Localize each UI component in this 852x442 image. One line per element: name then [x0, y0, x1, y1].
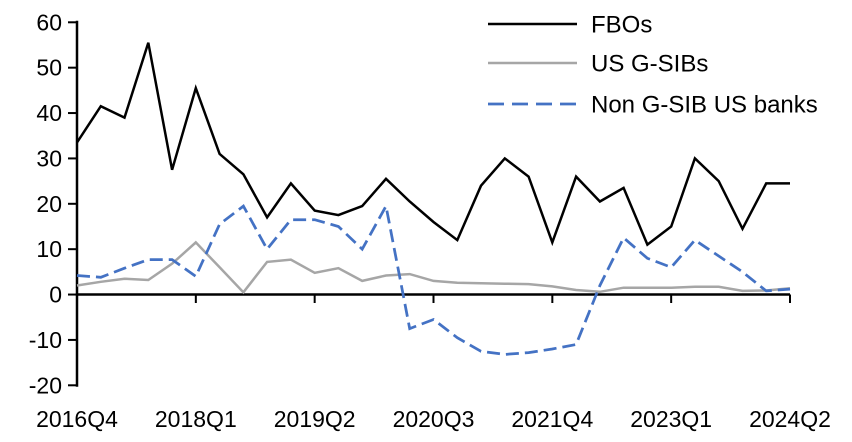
y-tick-label: 10 — [36, 236, 62, 262]
y-tick-label: 0 — [49, 282, 62, 308]
y-tick-label: -20 — [29, 372, 62, 398]
series-lines — [75, 42, 791, 356]
series-line-2 — [76, 202, 791, 356]
legend-label-0: FBOs — [591, 12, 652, 39]
series-line-0 — [75, 42, 790, 247]
axes — [68, 20, 791, 387]
x-tick-label: 2016Q4 — [36, 406, 118, 432]
x-tick-labels: 2016Q4 2018Q1 2019Q2 2020Q3 2021Q4 2023Q1 2024… — [36, 406, 831, 432]
x-tick-label: 2021Q4 — [511, 406, 593, 432]
y-tick-label: 60 — [36, 9, 62, 35]
y-tick-label: 40 — [36, 100, 62, 126]
y-tick-label: 50 — [36, 55, 62, 81]
x-tick-label: 2018Q1 — [155, 406, 237, 432]
x-tick-label: 2023Q1 — [630, 406, 712, 432]
legend-label-2: Non G-SIB US banks — [591, 92, 818, 119]
x-tick-label: 2019Q2 — [274, 406, 356, 432]
y-tick-label: 20 — [36, 191, 62, 217]
y-tick-label: -10 — [29, 327, 62, 353]
y-tick-label: 30 — [36, 145, 62, 171]
x-tick-label: 2024Q2 — [749, 406, 831, 432]
legend-label-1: US G-SIBs — [591, 51, 708, 78]
y-tick-labels: 60 50 40 30 20 10 0 -10 -20 — [29, 9, 62, 398]
series-line-1 — [76, 240, 791, 295]
x-tick-label: 2020Q3 — [393, 406, 475, 432]
legend: FBOs US G-SIBs Non G-SIB US banks — [488, 12, 818, 119]
